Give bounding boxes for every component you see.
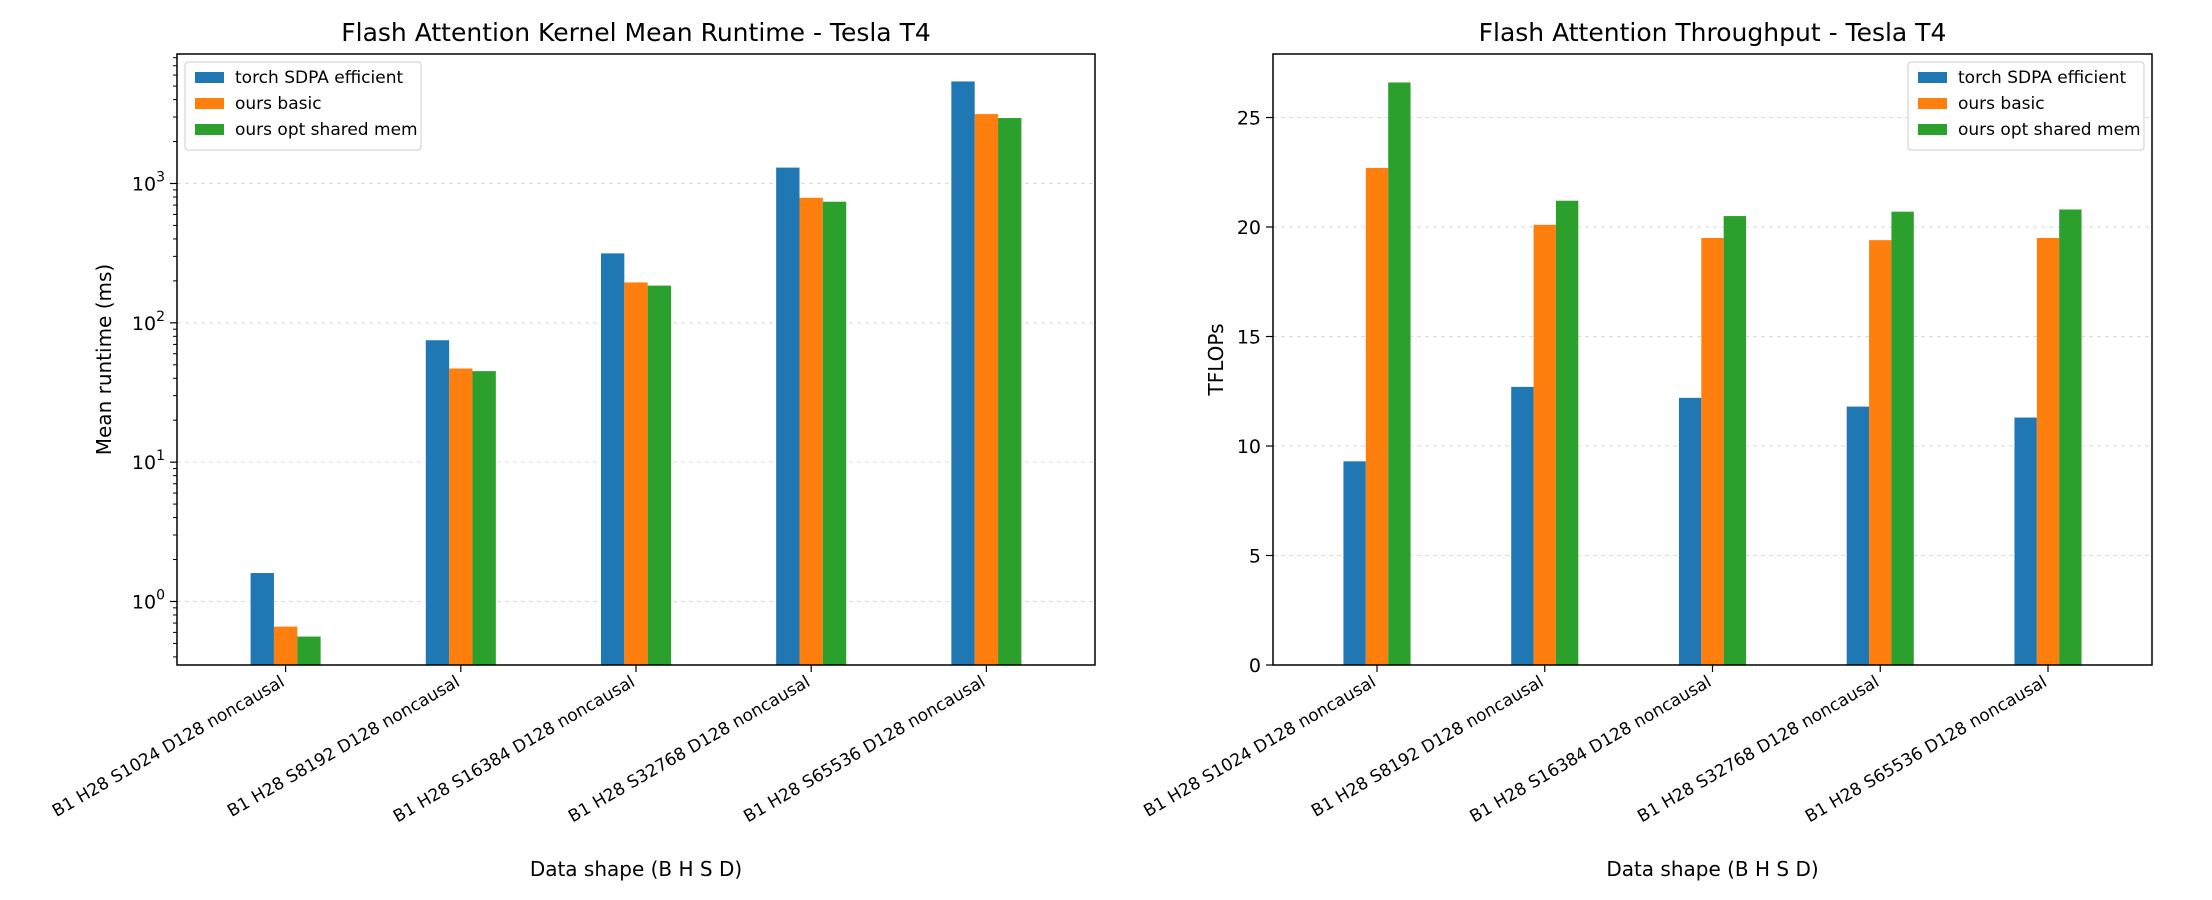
y-axis-label: TFLOPs	[1204, 323, 1228, 396]
legend-label: torch SDPA efficient	[1958, 68, 2126, 88]
y-tick-label: 10	[1237, 436, 1261, 458]
y-tick-base: 10	[132, 173, 156, 195]
bar-ours-opt-shared-mem	[1388, 82, 1411, 665]
y-tick-exponent: 2	[156, 309, 165, 325]
legend-box	[1907, 61, 2145, 151]
y-tick-base: 10	[132, 452, 156, 474]
bar-torch-sdpa-efficient	[1343, 461, 1366, 665]
bar-ours-basic	[799, 197, 823, 665]
bar-ours-basic	[2036, 237, 2060, 666]
bar-ours-opt-shared-mem	[822, 201, 847, 665]
bar-torch-sdpa-efficient	[776, 167, 800, 666]
y-tick-label: 101	[132, 448, 165, 474]
x-axis-label: Data shape (B H S D)	[530, 857, 742, 881]
y-tick-label: 103	[132, 169, 165, 195]
legend-swatch	[1918, 124, 1947, 135]
legend-label: torch SDPA efficient	[235, 68, 403, 88]
y-tick-base: 10	[132, 591, 156, 613]
legend-label: ours basic	[1958, 94, 2045, 114]
bar-ours-opt-shared-mem	[2059, 209, 2082, 665]
bar-ours-opt-shared-mem	[472, 371, 496, 665]
y-tick-label: 100	[132, 587, 165, 613]
y-tick-label: 102	[132, 309, 165, 335]
bar-ours-opt-shared-mem	[647, 285, 672, 665]
legend-label: ours basic	[235, 94, 322, 114]
legend-label: ours opt shared mem	[235, 120, 418, 140]
bar-ours-opt-shared-mem	[1891, 211, 1914, 665]
legend-swatch	[195, 98, 224, 109]
bar-torch-sdpa-efficient	[951, 81, 975, 665]
bar-torch-sdpa-efficient	[250, 573, 274, 665]
y-tick-exponent: 3	[156, 169, 165, 185]
bar-ours-basic	[1533, 224, 1556, 665]
bar-ours-basic	[624, 282, 648, 665]
bar-ours-basic	[273, 626, 298, 665]
bar-ours-opt-shared-mem	[297, 636, 321, 665]
legend-swatch	[195, 72, 224, 83]
bar-torch-sdpa-efficient	[1846, 406, 1870, 665]
bar-ours-opt-shared-mem	[1723, 216, 1747, 665]
y-tick-label: 5	[1249, 546, 1261, 568]
y-tick-exponent: 0	[156, 587, 165, 603]
bar-ours-opt-shared-mem	[998, 118, 1022, 666]
bar-ours-opt-shared-mem	[1555, 200, 1579, 665]
legend-swatch	[195, 124, 224, 135]
x-axis-label: Data shape (B H S D)	[1606, 857, 1818, 881]
bar-torch-sdpa-efficient	[1678, 397, 1702, 665]
bar-ours-basic	[449, 368, 473, 665]
y-axis-label: Mean runtime (ms)	[92, 264, 116, 455]
bar-torch-sdpa-efficient	[600, 253, 625, 665]
bar-ours-basic	[1701, 237, 1724, 666]
legend-label: ours opt shared mem	[1958, 120, 2141, 140]
chart-title: Flash Attention Throughput - Tesla T4	[1479, 18, 1947, 47]
y-tick-base: 10	[132, 313, 156, 335]
y-tick-label: 25	[1237, 108, 1261, 130]
bar-torch-sdpa-efficient	[425, 340, 450, 665]
y-tick-label: 20	[1237, 217, 1261, 239]
y-tick-exponent: 1	[156, 448, 165, 464]
y-tick-label: 0	[1249, 655, 1261, 677]
chart-title: Flash Attention Kernel Mean Runtime - Te…	[341, 18, 931, 47]
bar-ours-basic	[1869, 240, 1892, 665]
bar-ours-basic	[1365, 167, 1389, 665]
y-tick-label: 15	[1237, 327, 1261, 349]
bar-ours-basic	[974, 114, 999, 666]
bar-torch-sdpa-efficient	[1511, 386, 1534, 665]
bar-torch-sdpa-efficient	[2014, 417, 2037, 665]
legend-box	[184, 61, 422, 151]
legend-swatch	[1918, 72, 1947, 83]
legend-swatch	[1918, 98, 1947, 109]
